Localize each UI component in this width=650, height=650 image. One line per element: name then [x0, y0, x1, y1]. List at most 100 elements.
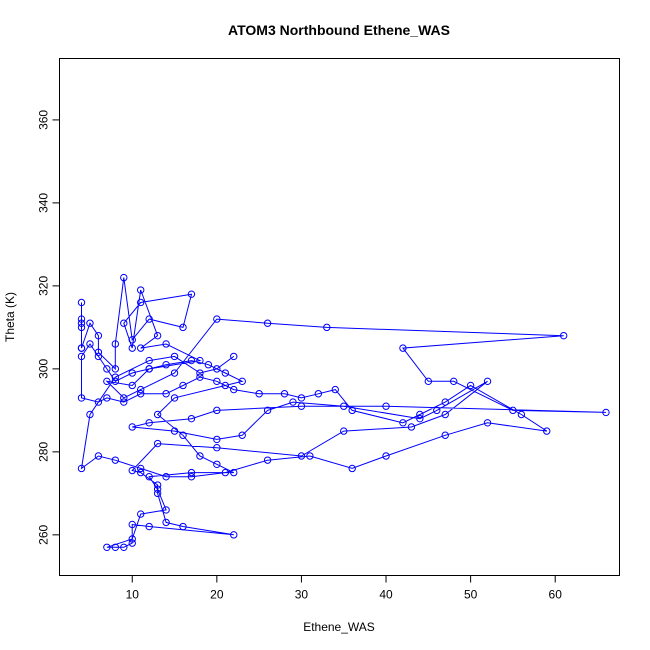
data-point: [323, 323, 331, 332]
data-point: [77, 319, 86, 327]
data-point: [441, 431, 449, 439]
data-point: [289, 398, 297, 406]
data-point: [111, 340, 120, 348]
data-point: [441, 410, 449, 419]
data-point: [162, 518, 170, 527]
data-point: [348, 464, 356, 473]
data-point: [559, 331, 568, 340]
data-point: [137, 385, 145, 394]
data-point: [145, 522, 153, 531]
data-point: [77, 315, 86, 323]
data-point: [213, 365, 221, 373]
data-point: [263, 406, 272, 415]
data-point: [424, 377, 433, 386]
x-tick-label: 10: [126, 588, 140, 602]
data-point: [196, 373, 204, 381]
data-point: [449, 377, 458, 386]
data-point: [602, 408, 610, 417]
data-point: [111, 456, 120, 464]
data-point: [120, 273, 128, 282]
data-point: [94, 331, 103, 340]
x-tick-label: 60: [549, 588, 563, 602]
data-point: [128, 381, 136, 390]
data-point: [77, 352, 86, 361]
data-point: [230, 468, 238, 477]
data-point: [145, 473, 153, 481]
data-point: [128, 344, 136, 352]
data-point: [213, 377, 221, 386]
y-tick-label: 360: [37, 110, 51, 130]
data-point: [340, 427, 348, 435]
data-point: [111, 543, 120, 551]
data-point: [213, 460, 221, 468]
data-point: [187, 290, 196, 298]
y-tick-label: 260: [37, 525, 51, 545]
data-point: [382, 452, 390, 460]
data-point: [170, 427, 179, 435]
data-point: [297, 452, 306, 460]
data-point: [162, 361, 170, 369]
series-layer: [77, 273, 610, 551]
data-point: [94, 348, 103, 356]
data-point: [128, 336, 136, 344]
data-point: [162, 340, 170, 348]
data-point: [204, 361, 213, 369]
data-point: [145, 365, 153, 373]
data-point: [187, 468, 196, 477]
data-point: [120, 319, 128, 327]
data-point: [153, 489, 162, 498]
data-point: [111, 365, 120, 373]
chart-title: ATOM3 Northbound Ethene_WAS: [228, 22, 450, 38]
data-point: [137, 286, 145, 294]
y-axis-label: Theta (K): [3, 292, 17, 342]
data-point: [170, 369, 179, 377]
data-point: [137, 468, 145, 477]
data-point: [77, 464, 86, 473]
data-point: [170, 394, 179, 402]
data-point: [509, 406, 517, 415]
data-point: [433, 406, 441, 415]
data-point: [238, 377, 246, 386]
data-point: [77, 344, 86, 352]
data-point: [331, 385, 339, 394]
data-point: [120, 394, 128, 402]
data-point: [86, 410, 94, 419]
data-point: [179, 381, 187, 390]
data-point: [179, 431, 187, 439]
data-point: [187, 473, 196, 481]
data-point: [94, 398, 103, 406]
data-point: [128, 466, 136, 475]
data-point: [213, 435, 221, 444]
data-point: [213, 444, 221, 452]
data-point: [187, 414, 196, 423]
data-point: [297, 394, 306, 402]
data-point: [103, 377, 111, 386]
data-point: [213, 315, 221, 323]
data-point: [128, 520, 136, 529]
y-tick-label: 300: [37, 359, 51, 379]
data-point: [153, 410, 162, 419]
data-point: [137, 510, 145, 518]
data-point: [263, 456, 272, 464]
data-point: [103, 394, 111, 402]
data-point: [120, 398, 128, 406]
x-tick-label: 30: [295, 588, 309, 602]
data-point: [399, 344, 407, 352]
series-line: [80, 277, 607, 548]
data-point: [187, 356, 196, 365]
data-point: [263, 319, 272, 327]
data-point: [162, 506, 170, 514]
data-point: [77, 298, 86, 307]
x-tick-label: 50: [464, 588, 478, 602]
data-point: [94, 452, 103, 460]
plot-frame: [59, 58, 620, 576]
data-point: [137, 344, 145, 352]
data-point: [179, 522, 187, 531]
data-point: [137, 390, 145, 398]
data-point: [543, 427, 551, 435]
data-point: [153, 331, 162, 340]
data-point: [407, 423, 416, 431]
data-point: [111, 373, 120, 381]
